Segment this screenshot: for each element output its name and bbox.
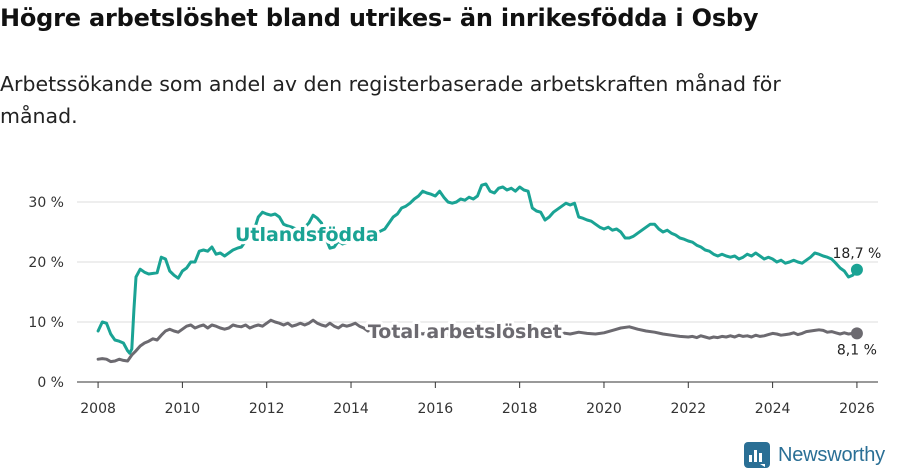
x-tick-label: 2012 — [249, 401, 285, 417]
x-tick-label: 2016 — [418, 401, 454, 417]
end-point-foreign — [850, 263, 863, 276]
y-tick-label: 20 % — [28, 255, 64, 271]
page-title: Högre arbetslöshet bland utrikes- än inr… — [0, 4, 759, 32]
x-tick-label: 2026 — [839, 401, 875, 417]
y-tick-label: 0 % — [37, 375, 64, 391]
brand-name: Newsworthy — [778, 443, 885, 466]
end-point-total — [850, 327, 863, 340]
x-tick-label: 2018 — [502, 401, 538, 417]
x-tick-label: 2022 — [670, 401, 706, 417]
y-tick-label: 10 % — [28, 315, 64, 331]
x-tick-label: 2024 — [755, 401, 791, 417]
series-label-foreign: Utlandsfödda — [235, 224, 379, 246]
x-tick-label: 2008 — [80, 401, 116, 417]
series-label-total: Total arbetslöshet — [368, 321, 562, 343]
end-label-total: 8,1 % — [837, 342, 877, 358]
end-label-foreign: 18,7 % — [832, 246, 881, 262]
y-tick-label: 30 % — [28, 195, 64, 211]
x-tick-label: 2010 — [165, 401, 201, 417]
series-line-total — [96, 318, 859, 364]
brand-logo: Newsworthy — [744, 442, 885, 468]
x-tick-label: 2020 — [586, 401, 622, 417]
x-tick-label: 2014 — [333, 401, 369, 417]
page-subtitle: Arbetssökande som andel av den registerb… — [0, 72, 781, 128]
series-line-foreign — [96, 182, 859, 355]
newsworthy-logo-icon — [744, 442, 770, 468]
